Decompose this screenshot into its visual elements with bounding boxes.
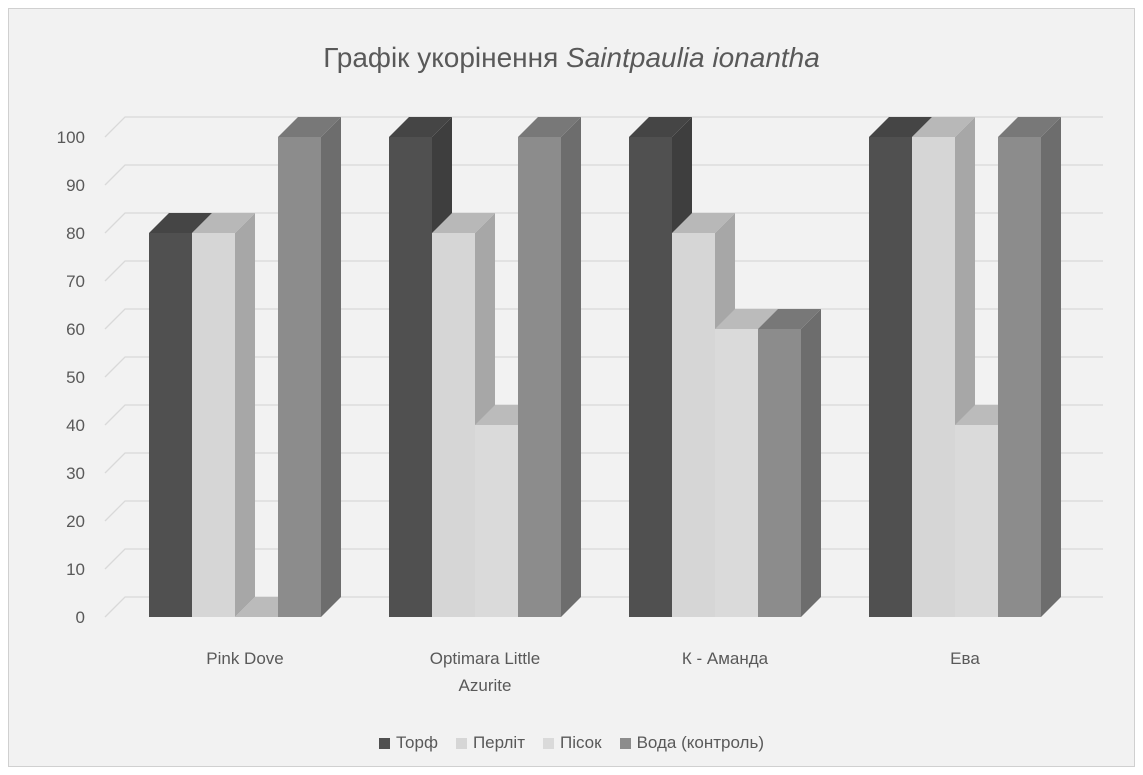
bar-top: [389, 117, 452, 137]
y-tick-label: 30: [66, 464, 85, 483]
gridline: [104, 212, 1103, 234]
bar: [955, 425, 998, 617]
bar: [672, 233, 715, 617]
bar: [912, 137, 955, 617]
bar: [475, 425, 518, 617]
y-tick-label: 10: [66, 560, 85, 579]
y-tick-label: 40: [66, 416, 85, 435]
bar: [629, 137, 672, 617]
gridline: [104, 116, 1103, 138]
legend-item[interactable]: Вода (контроль): [619, 733, 764, 753]
gridline: [104, 164, 1103, 186]
y-tick-label: 90: [66, 176, 85, 195]
bar-top: [998, 117, 1061, 137]
y-tick-label: 60: [66, 320, 85, 339]
bar-side: [235, 213, 255, 617]
bar-top: [912, 117, 975, 137]
bar: [389, 137, 432, 617]
bar: [432, 233, 475, 617]
category-label: Optimara Little: [430, 649, 541, 668]
legend-swatch: [542, 737, 554, 749]
bar-top: [518, 117, 581, 137]
legend-swatch: [379, 737, 390, 749]
y-tick-label: 20: [66, 512, 85, 531]
bar-top: [149, 213, 212, 233]
category-label: Pink Dove: [206, 649, 283, 668]
gridline: [104, 260, 1103, 282]
y-tick-label: 0: [76, 608, 85, 627]
bar-side: [1041, 117, 1061, 617]
category-label: Ева: [950, 649, 980, 668]
bar: [998, 137, 1041, 617]
legend-label: Пісок: [559, 733, 602, 752]
y-tick-label: 50: [66, 368, 85, 387]
bar-top: [672, 213, 735, 233]
legend-label: Вода (контроль): [636, 733, 764, 752]
bar-top: [192, 213, 255, 233]
chart-title-species: Saintpaulia ionantha: [566, 42, 820, 73]
bar: [758, 329, 801, 617]
chart-title-text: Графік укорінення: [323, 42, 567, 73]
bar-side: [561, 117, 581, 617]
bar: [518, 137, 561, 617]
legend-label: Торф: [396, 733, 438, 752]
bar: [278, 137, 321, 617]
legend-label: Перліт: [472, 733, 525, 752]
bar-side: [801, 309, 821, 617]
bar: [869, 137, 912, 617]
bar-top: [629, 117, 692, 137]
chart-legend: Торф Перліт Пісок Вода (контроль): [0, 733, 1143, 753]
bar: [149, 233, 192, 617]
bar: [192, 233, 235, 617]
y-tick-label: 100: [57, 128, 85, 147]
y-tick-label: 80: [66, 224, 85, 243]
legend-item[interactable]: Перліт: [455, 733, 525, 753]
legend-item[interactable]: Пісок: [542, 733, 602, 753]
category-label: К - Аманда: [682, 649, 769, 668]
bar: [715, 329, 758, 617]
category-label: Azurite: [459, 676, 512, 695]
legend-swatch: [619, 737, 631, 749]
legend-item[interactable]: Торф: [379, 733, 438, 753]
legend-swatch: [455, 737, 467, 749]
bar-top: [715, 309, 778, 329]
bar-top: [278, 117, 341, 137]
bar-top: [432, 213, 495, 233]
bar-top: [869, 117, 932, 137]
chart-title: Графік укорінення Saintpaulia ionantha: [0, 42, 1143, 74]
bar-side: [321, 117, 341, 617]
y-tick-label: 70: [66, 272, 85, 291]
bar-top: [758, 309, 821, 329]
